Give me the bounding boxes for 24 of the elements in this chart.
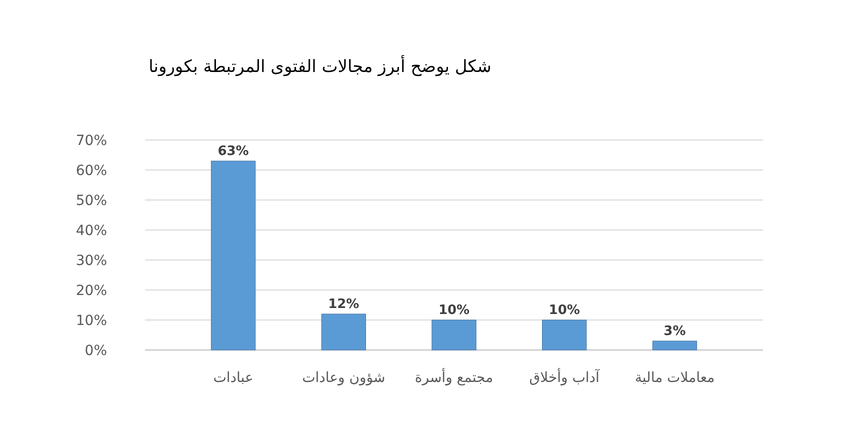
data-label: 10% bbox=[548, 303, 580, 318]
bar bbox=[542, 320, 587, 350]
data-label: 12% bbox=[328, 297, 360, 312]
x-tick-label: عبادات bbox=[213, 370, 254, 386]
x-tick-label: آداب وأخلاق bbox=[529, 368, 601, 386]
bar bbox=[321, 314, 366, 350]
y-tick-label: 20% bbox=[76, 282, 107, 299]
bar bbox=[652, 340, 698, 350]
data-label: 3% bbox=[664, 324, 686, 339]
y-tick-label: 60% bbox=[76, 162, 107, 179]
y-tick-label: 70% bbox=[76, 132, 107, 149]
x-tick-label: معاملات مالية bbox=[634, 370, 715, 386]
chart-title: شكل يوضح أبرز مجالات الفتوى المرتبطة بكورونا bbox=[148, 55, 492, 77]
y-tick-label: 40% bbox=[76, 222, 107, 239]
y-tick-label: 0% bbox=[84, 342, 107, 359]
bar bbox=[210, 160, 256, 350]
bar bbox=[432, 320, 476, 350]
data-label: 63% bbox=[218, 144, 249, 159]
data-label: 10% bbox=[438, 303, 470, 318]
y-tick-label: 10% bbox=[76, 312, 107, 329]
y-tick-label: 30% bbox=[76, 252, 107, 269]
x-tick-label: مجتمع وأسرة bbox=[414, 368, 494, 386]
y-tick-label: 50% bbox=[76, 192, 107, 209]
x-tick-label: شؤون وعادات bbox=[302, 370, 386, 386]
